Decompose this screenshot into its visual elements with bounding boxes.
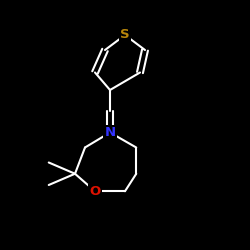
Text: S: S: [120, 28, 130, 42]
Text: O: O: [90, 185, 101, 198]
Text: N: N: [104, 126, 116, 139]
